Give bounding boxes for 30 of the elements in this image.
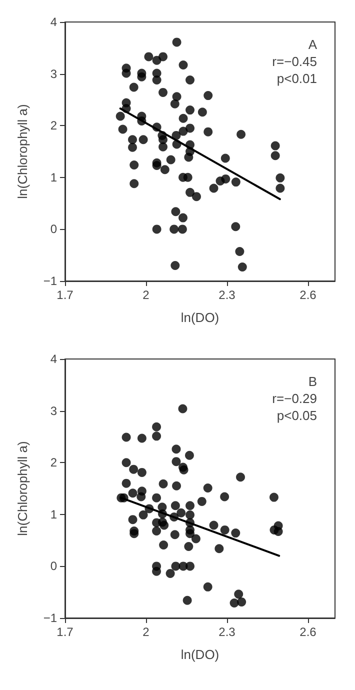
y-tick-label: 1 [50,507,58,522]
x-axis-title: ln(DO) [180,647,220,662]
x-tick-label: 2 [142,625,150,639]
x-tick-label: 2.3 [218,288,236,302]
x-axis-title: ln(DO) [180,310,220,325]
annotation: p<0.05 [276,408,317,423]
annotation: A [308,37,318,52]
y-tick-label: 2 [50,118,58,133]
y-tick-label: 1 [50,170,58,184]
y-tick-label: 4 [50,352,58,366]
x-tick-label: 2.3 [218,625,236,639]
y-tick-label: 3 [50,404,58,418]
y-axis-title: ln(Chlorophyll a) [15,104,30,199]
y-tick-label: −1 [43,611,58,625]
y-tick-label: 2 [50,456,58,470]
y-tick-label: 4 [50,15,58,29]
y-tick-label: −1 [43,274,58,288]
y-axis-title: ln(Chlorophyll a) [15,441,30,536]
annotation: p<0.01 [276,71,317,86]
y-tick-label: 0 [50,222,58,236]
annotation: r=−0.29 [272,391,318,406]
y-tick-label: 0 [50,559,58,574]
x-tick-label: 2.6 [300,625,317,639]
annotation: r=−0.45 [272,54,318,69]
annotation: B [308,374,317,389]
x-tick-label: 2 [142,288,150,302]
x-tick-label: 2.6 [300,288,317,302]
x-tick-label: 1.7 [56,625,74,639]
x-tick-label: 1.7 [56,288,74,302]
y-tick-label: 3 [50,66,58,81]
